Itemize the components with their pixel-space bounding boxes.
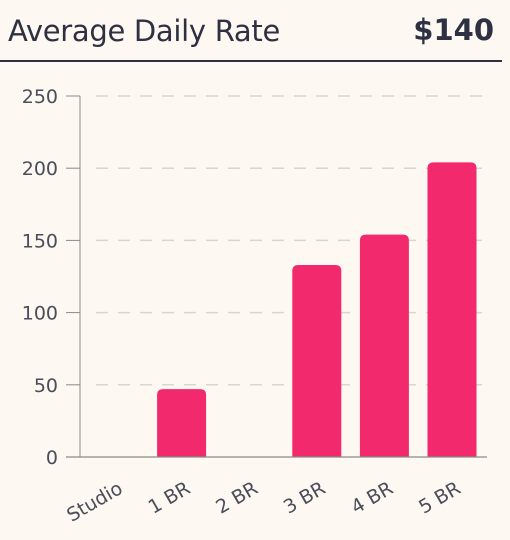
y-tick-label: 100 xyxy=(22,303,58,325)
y-tick-label: 50 xyxy=(34,375,58,397)
x-tick-label: 1 BR xyxy=(145,477,194,518)
y-tick-label: 0 xyxy=(46,447,58,469)
x-tick-label: 3 BR xyxy=(280,477,329,518)
y-tick-labels: 0 50 100 150 200 250 xyxy=(22,86,58,469)
x-tick-label: 2 BR xyxy=(212,477,261,518)
axes xyxy=(66,95,487,458)
y-tick-label: 250 xyxy=(22,86,58,108)
chart-title: Average Daily Rate xyxy=(8,14,280,48)
x-tick-label: Studio xyxy=(63,477,126,526)
bars xyxy=(157,162,477,457)
y-tick-label: 150 xyxy=(22,230,58,252)
bar-3-br xyxy=(292,264,342,457)
y-tick-label: 200 xyxy=(22,158,58,180)
x-tick-label: 5 BR xyxy=(415,477,464,518)
chart-header: Average Daily Rate $140 xyxy=(0,0,502,62)
bar-1-br xyxy=(157,389,207,457)
bar-5-br xyxy=(427,162,477,457)
bar-4-br xyxy=(359,234,409,457)
x-tick-labels: Studio 1 BR 2 BR 3 BR 4 BR 5 BR xyxy=(63,477,464,526)
headline-value: $140 xyxy=(413,13,494,47)
x-tick-label: 4 BR xyxy=(347,477,396,518)
